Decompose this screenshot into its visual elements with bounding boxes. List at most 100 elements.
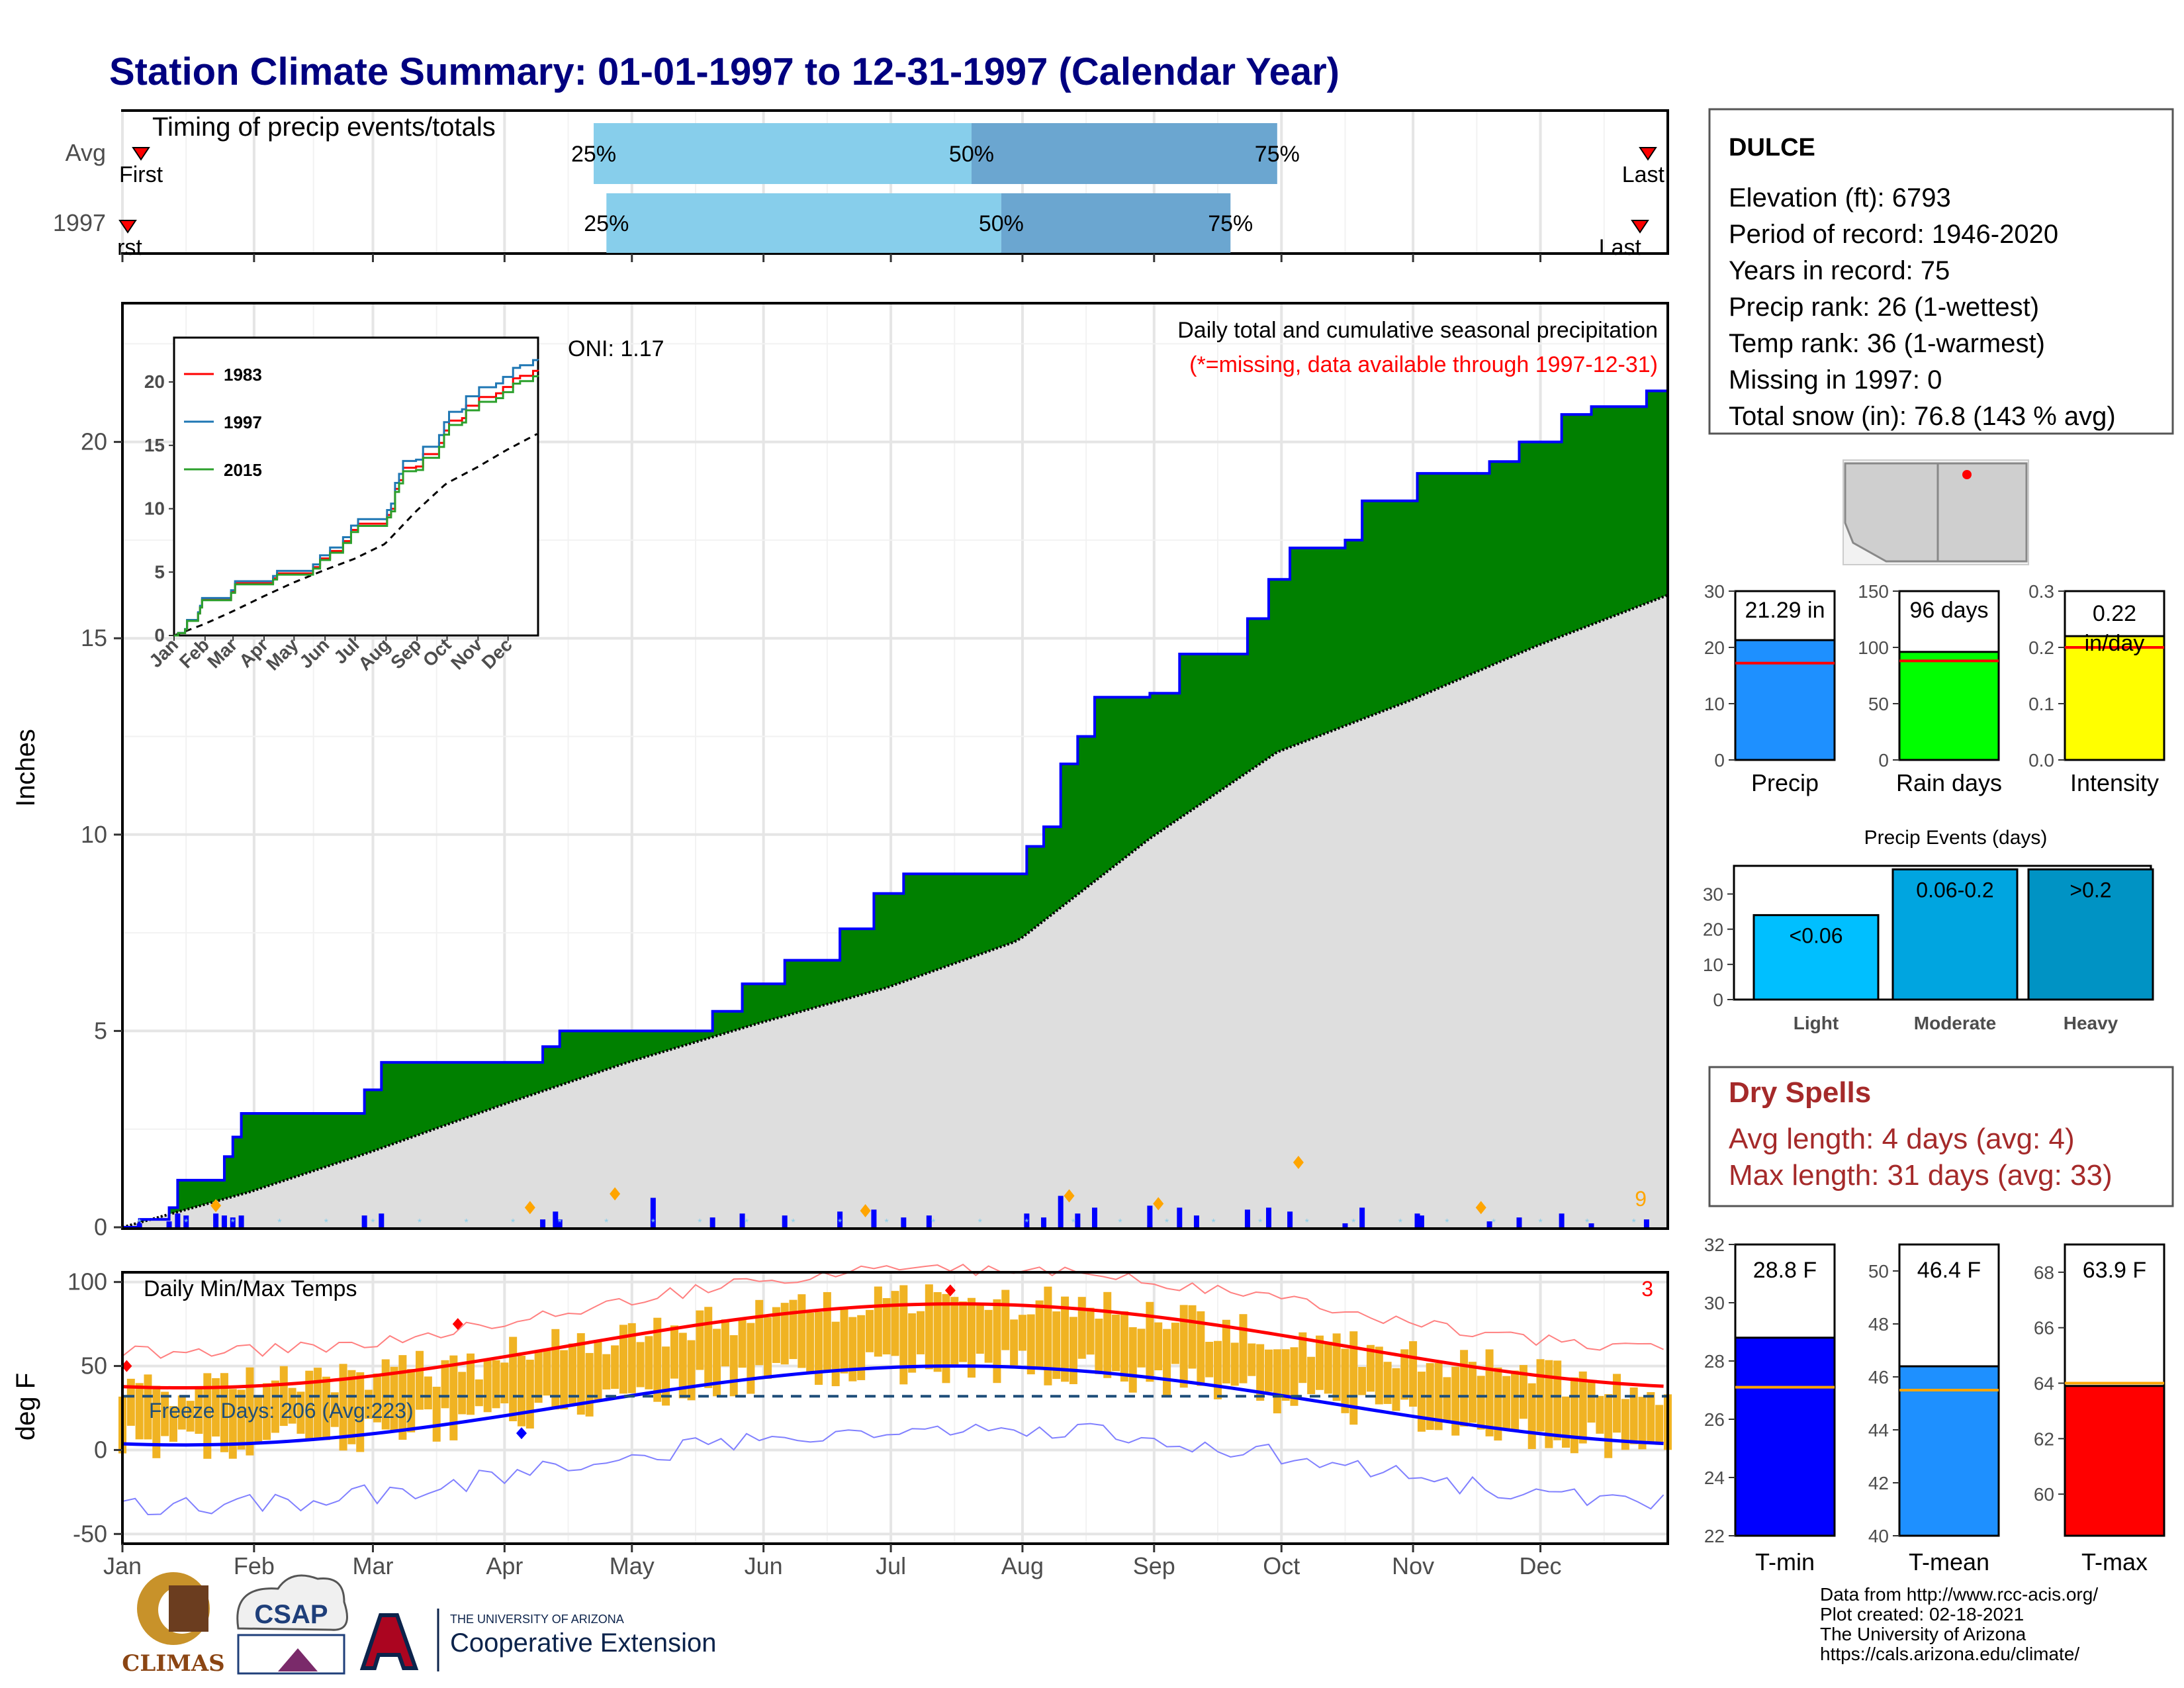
csap-logo: CSAP [236, 1574, 348, 1675]
daily-temp-bar [1366, 1344, 1375, 1392]
daily-temp-bar [950, 1297, 959, 1365]
daily-temp-bar [135, 1383, 144, 1440]
timing-first-label-avg: First [119, 162, 163, 187]
daily-precip-bar [553, 1211, 559, 1227]
daily-precip-bar [1588, 1223, 1594, 1227]
daily-temp-bar [815, 1311, 823, 1385]
daily-temp-bar [458, 1372, 467, 1415]
precip-count-label: 9 [1635, 1187, 1647, 1211]
temp-count-label: 3 [1641, 1277, 1653, 1301]
temp-summary-value: 63.9 F [2083, 1258, 2146, 1283]
timing-last-marker-avg [1639, 147, 1657, 161]
month-label-aug: Aug [1001, 1552, 1044, 1579]
daily-temp-bar [602, 1354, 611, 1390]
inset-y-tick-label: 20 [144, 371, 165, 392]
timing-bar-avg-25-50 [594, 123, 972, 184]
timing-panel: 25% 50% 75% First Last 25% 50% 75% rst Last Timin… [53, 109, 1669, 260]
summary-value-text: 96 days [1909, 598, 1988, 623]
daily-temp-bar [1256, 1344, 1265, 1401]
timing-pct-1997-75: 75% [1208, 211, 1253, 236]
daily-temp-bar [509, 1336, 518, 1422]
daily-precip-bar [166, 1221, 172, 1227]
daily-temp-bar [1324, 1341, 1332, 1394]
timing-title: Timing of precip events/totals [152, 113, 496, 142]
daily-temp-bar [432, 1386, 441, 1442]
daily-temp-bar [1494, 1367, 1502, 1441]
daily-temp-bar [823, 1291, 831, 1370]
oni-value: ONI: 1.17 [568, 336, 664, 361]
y-tick-label: 100 [68, 1268, 107, 1295]
temp-summary-value: 28.8 F [1753, 1258, 1817, 1283]
events-title: Precip Events (days) [1864, 827, 2048, 849]
daily-temp-bar [1545, 1360, 1553, 1448]
daily-temp-bar [831, 1321, 840, 1387]
daily-temp-bar [1197, 1311, 1205, 1386]
timing-first-marker-avg [132, 147, 150, 161]
temp-summary-tick-label: 42 [1868, 1473, 1889, 1493]
station-info-line: Total snow (in): 76.8 (143 % avg) [1729, 402, 2116, 431]
summary-tick-label: 0.2 [2028, 637, 2054, 658]
daily-temp-bar [203, 1373, 212, 1459]
daily-temp-bar [1137, 1329, 1146, 1368]
precip-average-line [122, 594, 1668, 1229]
daily-precip-bar [1418, 1215, 1424, 1227]
y-tick-label: 10 [81, 821, 107, 848]
daily-temp-bar [1018, 1315, 1026, 1351]
month-label-jan: Jan [103, 1552, 142, 1579]
daily-temp-bar [704, 1307, 713, 1388]
summary-label: Intensity [2070, 769, 2159, 796]
daily-precip-bar [1414, 1213, 1420, 1227]
temp-summary-value: 46.4 F [1917, 1258, 1981, 1283]
summary-value-text: in/day [2085, 631, 2145, 656]
daily-temp-bar [636, 1342, 645, 1387]
temp-summary-tick-label: 44 [1868, 1420, 1889, 1440]
daily-temp-bar [220, 1373, 228, 1452]
avg-max-line [122, 1302, 1664, 1390]
events-bar-range: 0.06-0.2 [1916, 878, 1993, 902]
snow-flake-icon: * [1258, 1217, 1262, 1229]
summary-label: Precip [1751, 769, 1819, 796]
inset-series-2015 [174, 375, 539, 637]
daily-precip-bar [379, 1213, 385, 1227]
daily-precip-bar [136, 1223, 142, 1227]
daily-precip-bar [213, 1213, 219, 1227]
daily-temp-bar [322, 1376, 330, 1440]
daily-temp-bar [381, 1359, 390, 1430]
daily-temp-bar [483, 1360, 492, 1413]
daily-temp-bar [738, 1319, 747, 1368]
events-bar-label: Light [1794, 1013, 1839, 1033]
daily-precip-bar [1147, 1205, 1153, 1227]
daily-temp-bar [1315, 1335, 1324, 1390]
timing-first-label-1997: rst [117, 235, 142, 260]
daily-precip-bar [238, 1215, 244, 1227]
snow-flake-icon: * [324, 1217, 328, 1229]
snow-flake-icon: * [791, 1217, 795, 1229]
daily-temp-bar [1332, 1333, 1341, 1401]
temp-summary-tick-label: 48 [1868, 1314, 1889, 1335]
climas-logo: CLIMAS [122, 1572, 225, 1677]
temp-summary-tick-label: 30 [1704, 1293, 1725, 1313]
temp-summary-tick-label: 24 [1704, 1468, 1725, 1488]
record-marker [452, 1318, 463, 1331]
summary-tick-label: 50 [1868, 694, 1889, 714]
summary-bar-rain-days [1898, 651, 2000, 761]
daily-temp-bar [848, 1317, 857, 1382]
snow-flake-icon: * [558, 1217, 562, 1229]
daily-precip-bar [1342, 1223, 1348, 1227]
daily-temp-bar [1477, 1376, 1485, 1430]
daily-temp-bar [1035, 1300, 1044, 1370]
daily-temp-bar [1621, 1399, 1629, 1450]
daily-temp-bar [296, 1391, 305, 1434]
daily-temp-bar [1392, 1368, 1400, 1411]
daily-temp-bar [1468, 1362, 1477, 1423]
daily-temp-bar [1163, 1329, 1171, 1397]
daily-temp-bar [263, 1383, 271, 1440]
month-label-apr: Apr [486, 1552, 523, 1579]
daily-temp-bar [1511, 1370, 1520, 1431]
daily-temp-bar [467, 1353, 475, 1415]
snow-flake-icon: * [1632, 1217, 1636, 1229]
daily-temp-bar [1417, 1372, 1426, 1432]
daily-temp-bar [1171, 1323, 1179, 1364]
daily-precip-bar [230, 1217, 236, 1227]
